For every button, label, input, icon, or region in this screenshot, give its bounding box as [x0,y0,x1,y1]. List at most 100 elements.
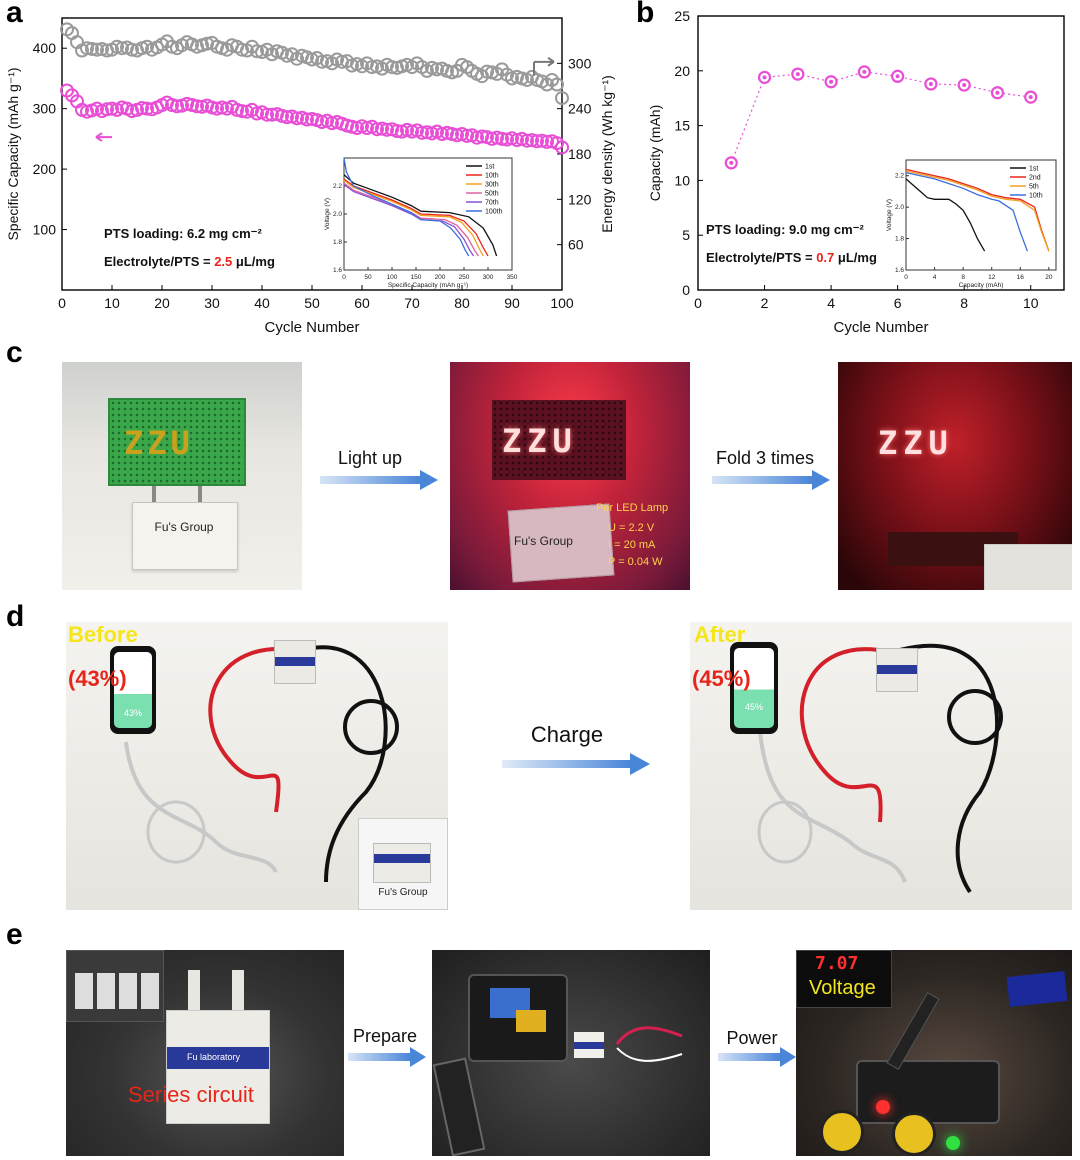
y-tick-label: 400 [33,40,57,56]
data-point [475,129,489,144]
led-red [876,1100,890,1114]
label-before-percent: (43%) [68,666,127,691]
annotation-electrolyte: Electrolyte/PTS = 2.5 μL/mg [104,254,275,269]
inset-ytick-label: 1.6 [333,267,342,274]
big-pouch-lab: Fu laboratory [187,1052,241,1062]
x-tick-label: 100 [550,295,574,311]
data-point [260,107,274,122]
label-prepare: Prepare [352,1026,418,1046]
inset-xtick-label: 300 [483,274,494,281]
tab-right [198,486,202,504]
inset-line-100th [343,157,470,257]
photo-robot-car-parts [432,950,710,1156]
inset-line-1st [343,174,498,257]
photo-folded-cell: ZZU [838,362,1072,590]
data-point [365,60,379,75]
x-tick-label: 10 [1023,295,1039,311]
pouch-label-strip-after [877,665,917,674]
data-point [390,124,404,139]
panel-label-b: b [636,0,655,29]
panel-label-d: d [6,600,25,633]
data-point [540,134,554,149]
wheel-left [820,1110,864,1154]
inset-xlabel: Capacity (mAh) [959,282,1004,289]
y-tick-label: 0 [682,282,690,298]
data-point [480,64,494,79]
inset-ylabel: Voltage (V) [324,198,331,230]
phone-percent-after: 45% [744,702,763,712]
inset-xtick-label: 200 [435,274,446,281]
annotation-electrolyte: Electrolyte/PTS = 0.7 μL/mg [706,250,877,265]
data-point [430,62,444,77]
x-tick-label: 10 [104,295,120,311]
inset-xtick-label: 16 [1017,274,1025,281]
inset-line-2nd [905,168,1050,252]
data-point [90,42,104,57]
data-point [125,42,139,57]
cables-after [757,643,1003,894]
data-point [265,107,279,122]
arrow-fold [712,470,830,490]
data-point [135,101,149,116]
data-point [495,131,509,146]
cell-tab-left [188,970,200,1012]
data-point-center [862,69,867,74]
y-tick-label: 300 [33,101,57,117]
panel-label-e: e [6,918,23,951]
y-tick-label: 10 [674,172,690,188]
inset-xtick-label: 0 [342,274,346,281]
led-letters-off: ZZU [124,424,194,462]
powered-car-body [856,1060,1000,1124]
inset-xtick-label: 350 [507,274,518,281]
phone-before: 43% [110,646,156,734]
data-point [300,112,314,127]
y2-tick-label: 180 [568,146,592,162]
arrow-light-up [320,470,438,490]
inset-line-5th [905,170,1050,252]
sensor-board [516,1010,546,1032]
chart-a: 0 10 20 30 40 50 60 70 80 90 100 100 200 300 400 60 120 1… [5,17,615,336]
photo-after-charge: 45% [690,622,1072,910]
data-point [85,41,99,56]
inset-ytick-label: 1.6 [895,267,904,274]
pouch-label-strip [275,657,315,666]
inset-xtick-label: 150 [411,274,422,281]
alligator-wires [615,1026,683,1062]
y2-tick-label: 120 [568,191,592,207]
right-axis-arrow [533,56,555,76]
inset-legend-label: 1st [1029,166,1038,173]
cables-before [124,645,399,883]
data-point [190,99,204,114]
plot-frame [697,15,1065,291]
inset-line-1st [905,178,986,252]
inset-xtick-label: 250 [459,274,470,281]
panel-label-a: a [6,0,23,29]
x-axis-label: Cycle Number [833,319,928,336]
inset-ytick-label: 2.2 [333,183,342,190]
data-point-center [962,83,967,88]
x-tick-label: 60 [354,295,370,311]
inset-ytick-label: 2.0 [895,204,904,211]
x-tick-label: 70 [404,295,420,311]
y2-tick-label: 60 [568,237,584,253]
arrow-charge [502,753,650,775]
inset-pouch-label: Fu's Group [378,887,428,898]
led-voltage: U = 2.2 V [608,522,655,534]
series-energy-density [60,22,569,106]
arrow-prepare [348,1047,426,1067]
x-tick-label: 2 [761,295,769,311]
y-tick-label: 15 [674,118,690,134]
data-point [170,99,184,114]
led-title: Per LED Lamp [596,502,669,514]
data-point-center [928,81,933,86]
data-point [555,140,569,155]
led-current: I = 20 mA [608,539,656,551]
inset-line-10th [343,178,489,257]
phone-screen-before [114,652,152,728]
data-point [550,77,564,92]
data-point [115,41,129,56]
inset-line-50th [343,182,479,257]
annotation-loading: PTS loading: 9.0 mg cm⁻² [706,222,864,237]
led-letters-lit: ZZU [502,422,578,460]
x-tick-label: 6 [894,295,902,311]
